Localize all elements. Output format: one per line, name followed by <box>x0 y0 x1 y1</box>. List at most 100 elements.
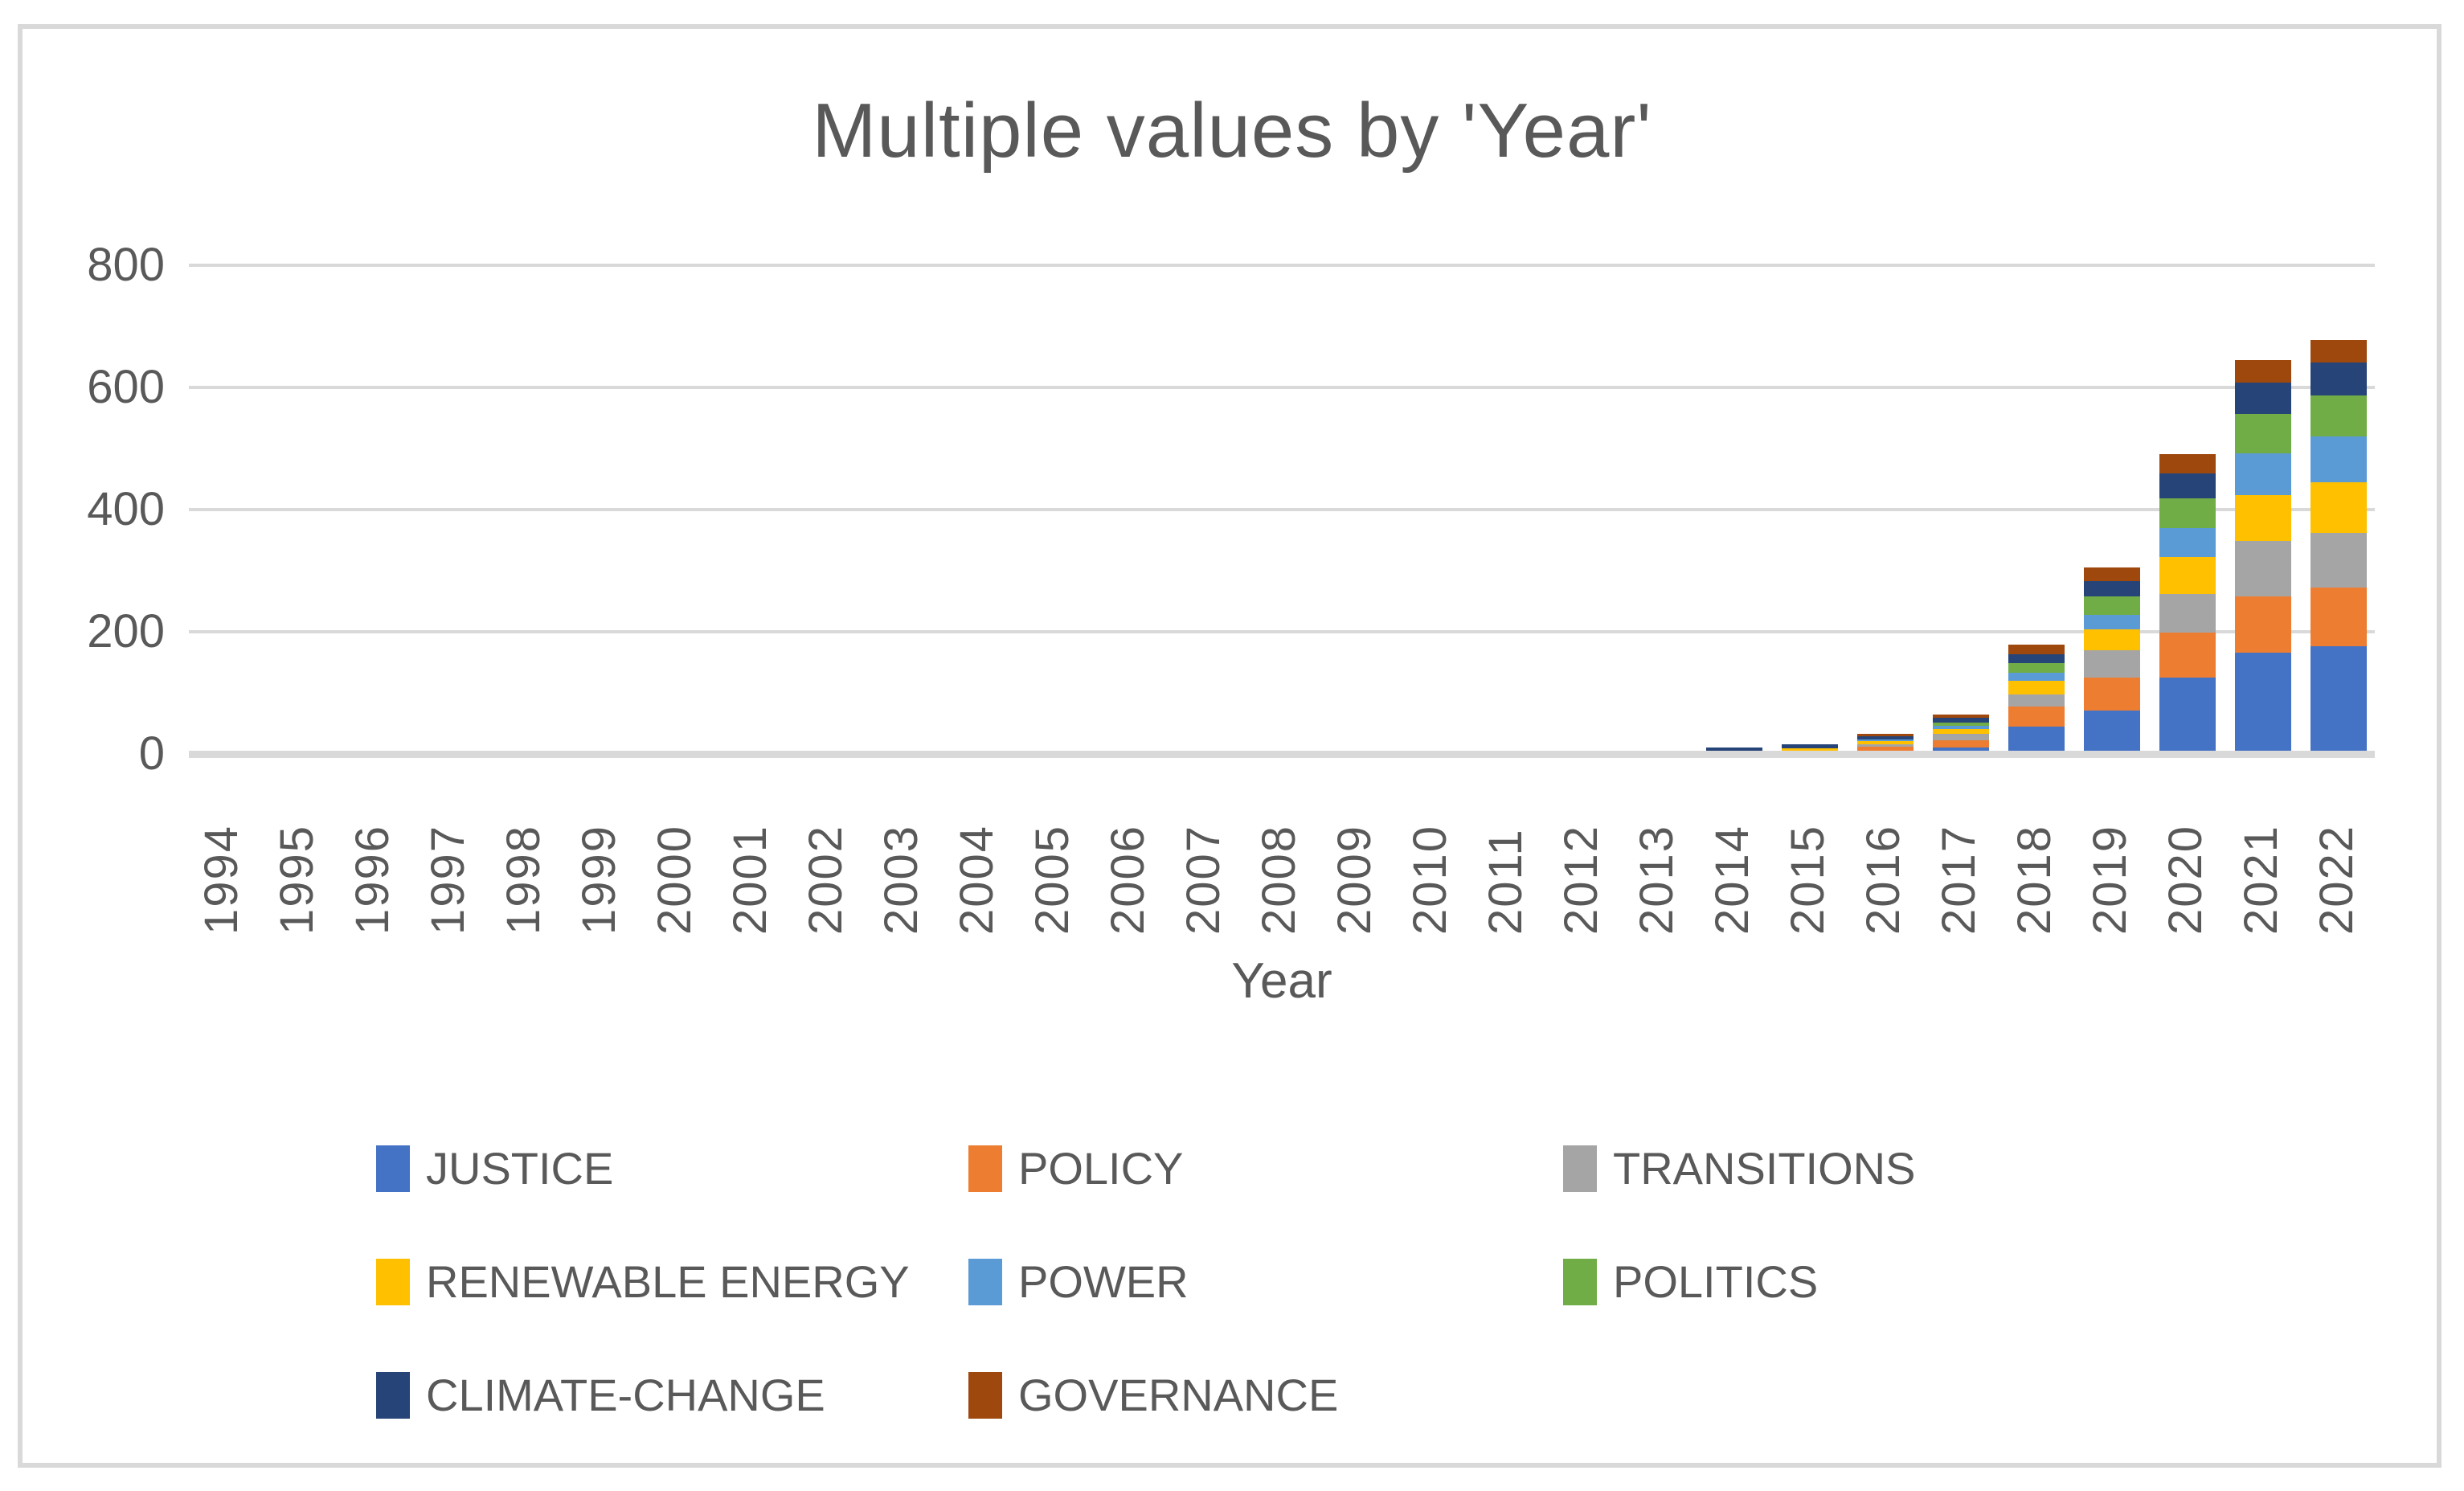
bar-2021-power <box>2235 453 2291 495</box>
bar-2020-justice <box>2159 677 2216 751</box>
bar-2016-governance <box>1857 733 1913 736</box>
x-tick-label-2006: 2006 <box>1102 824 1154 935</box>
legend-swatch-icon <box>376 1372 410 1419</box>
bar-2018-policy <box>2008 707 2065 727</box>
bar-2019-justice <box>2084 710 2140 751</box>
x-tick-label-2018: 2018 <box>2008 824 2061 935</box>
legend-label: POLICY <box>1018 1143 1184 1194</box>
y-tick-label-200: 200 <box>87 605 165 657</box>
x-tick-label-2013: 2013 <box>1631 824 1683 935</box>
bar-2022-transitions <box>2311 532 2367 588</box>
y-tick-label-400: 400 <box>87 483 165 535</box>
bar-2017-climate-change <box>1933 717 1989 723</box>
legend-swatch-icon <box>1563 1259 1597 1305</box>
legend-label: JUSTICE <box>426 1143 614 1194</box>
bar-2021-politics <box>2235 414 2291 453</box>
x-tick-label-2022: 2022 <box>2311 824 2363 935</box>
bar-2022-justice <box>2311 646 2367 751</box>
x-tick-label-1997: 1997 <box>422 824 474 935</box>
bar-2022-policy <box>2311 588 2367 647</box>
x-tick-label-2016: 2016 <box>1857 824 1909 935</box>
bar-2016-renewable-energy <box>1857 740 1913 744</box>
x-tick-label-2012: 2012 <box>1555 824 1607 935</box>
x-tick-label-2003: 2003 <box>875 824 927 935</box>
bar-2019-transitions <box>2084 649 2140 678</box>
bar-2016-climate-change <box>1857 735 1913 739</box>
legend-swatch-icon <box>1563 1145 1597 1192</box>
legend-label: CLIMATE-CHANGE <box>426 1370 825 1420</box>
bar-2021-justice <box>2235 652 2291 751</box>
bar-2017-politics <box>1933 723 1989 726</box>
bar-2018-governance <box>2008 644 2065 654</box>
x-axis-title: Year <box>1231 953 1332 1009</box>
legend-item-governance: GOVERNANCE <box>968 1370 1338 1421</box>
legend-swatch-icon <box>376 1145 410 1192</box>
chart-outer-border <box>18 24 2441 1468</box>
bar-2020-climate-change <box>2159 473 2216 499</box>
legend-item-climate-change: CLIMATE-CHANGE <box>376 1370 825 1421</box>
legend-item-transitions: TRANSITIONS <box>1563 1143 1915 1194</box>
bar-2022-renewable-energy <box>2311 482 2367 533</box>
bar-2021-transitions <box>2235 541 2291 596</box>
bar-2016-power <box>1857 739 1913 741</box>
bar-2021-climate-change <box>2235 382 2291 415</box>
legend-item-justice: JUSTICE <box>376 1143 613 1194</box>
gridline-y200 <box>189 630 2375 633</box>
bar-2019-governance <box>2084 567 2140 582</box>
bar-2020-politics <box>2159 498 2216 528</box>
bar-2018-power <box>2008 672 2065 682</box>
bar-2017-governance <box>1933 715 1989 718</box>
bar-2020-governance <box>2159 454 2216 473</box>
x-tick-label-2017: 2017 <box>1933 824 1985 935</box>
gridline-y600 <box>189 386 2375 389</box>
x-tick-label-2015: 2015 <box>1782 824 1834 935</box>
x-tick-label-2004: 2004 <box>951 824 1003 935</box>
bar-2022-governance <box>2311 340 2367 363</box>
x-tick-label-2008: 2008 <box>1253 824 1305 935</box>
bar-2019-power <box>2084 614 2140 629</box>
bar-2022-climate-change <box>2311 362 2367 396</box>
y-tick-label-600: 600 <box>87 361 165 413</box>
bar-2019-renewable-energy <box>2084 629 2140 650</box>
legend-item-renewable-energy: RENEWABLE ENERGY <box>376 1256 910 1308</box>
bar-2021-renewable-energy <box>2235 494 2291 542</box>
legend-label: POLITICS <box>1613 1256 1819 1307</box>
x-tick-label-2014: 2014 <box>1706 824 1758 935</box>
x-tick-label-2007: 2007 <box>1177 824 1230 935</box>
legend-swatch-icon <box>968 1259 1002 1305</box>
bar-2020-renewable-energy <box>2159 557 2216 594</box>
gridline-y800 <box>189 264 2375 267</box>
bar-2016-policy <box>1857 747 1913 751</box>
legend-swatch-icon <box>968 1372 1002 1419</box>
bar-2017-power <box>1933 725 1989 729</box>
legend-item-politics: POLITICS <box>1563 1256 1818 1308</box>
bar-2019-policy <box>2084 677 2140 711</box>
x-tick-label-2001: 2001 <box>724 824 776 935</box>
x-axis-baseline <box>189 751 2375 758</box>
x-tick-label-1994: 1994 <box>195 824 248 935</box>
x-tick-label-1999: 1999 <box>573 824 625 935</box>
legend-item-power: POWER <box>968 1256 1189 1308</box>
legend-swatch-icon <box>376 1259 410 1305</box>
chart-title: Multiple values by 'Year' <box>812 88 1652 174</box>
bar-2020-transitions <box>2159 593 2216 633</box>
x-tick-label-2019: 2019 <box>2084 824 2136 935</box>
x-tick-label-1995: 1995 <box>271 824 323 935</box>
bar-2018-justice <box>2008 726 2065 751</box>
bar-2019-politics <box>2084 596 2140 615</box>
bar-2017-transitions <box>1933 734 1989 741</box>
x-tick-label-1998: 1998 <box>497 824 550 935</box>
bar-2021-governance <box>2235 359 2291 383</box>
bar-2014-climate-change <box>1706 748 1762 751</box>
bar-2020-policy <box>2159 632 2216 678</box>
legend-label: POWER <box>1018 1256 1189 1307</box>
bar-2015-climate-change <box>1782 744 1838 748</box>
gridline-y400 <box>189 508 2375 511</box>
bar-2022-politics <box>2311 395 2367 437</box>
y-tick-label-800: 800 <box>87 239 165 291</box>
x-tick-label-2010: 2010 <box>1404 824 1456 935</box>
legend-item-policy: POLICY <box>968 1143 1183 1194</box>
legend-swatch-icon <box>968 1145 1002 1192</box>
x-tick-label-2021: 2021 <box>2235 824 2287 935</box>
